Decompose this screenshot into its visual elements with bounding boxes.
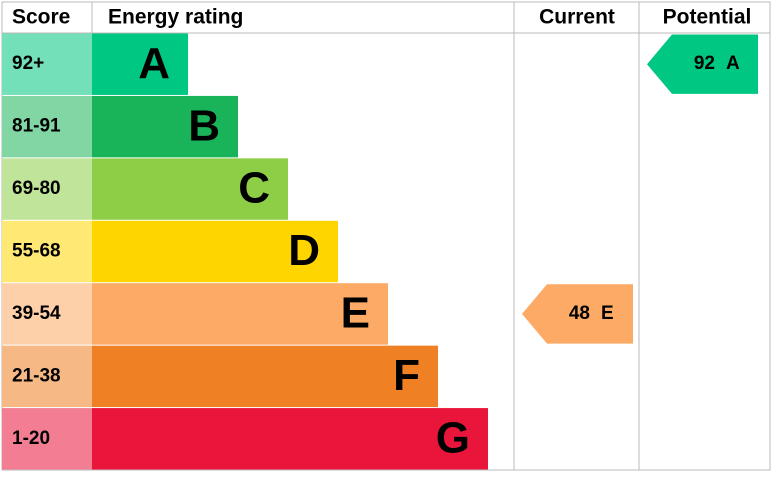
score-cell (2, 408, 92, 470)
header-score: Score (12, 6, 70, 29)
header-current: Current (539, 6, 615, 29)
score-cell (2, 283, 92, 345)
score-cell (2, 158, 92, 220)
rating-bar (92, 345, 438, 408)
score-cell (2, 220, 92, 283)
current-band: E (601, 303, 614, 324)
rating-bar (92, 408, 488, 470)
score-cell (2, 95, 92, 158)
score-range: 21-38 (12, 365, 61, 386)
score-range: 69-80 (12, 178, 61, 199)
score-range: 1-20 (12, 428, 50, 449)
header-rating: Energy rating (108, 6, 243, 29)
rating-bar (92, 33, 188, 95)
band-letter: G (436, 413, 470, 462)
potential-band: A (726, 53, 740, 74)
score-range: 55-68 (12, 241, 61, 262)
rating-bar (92, 283, 388, 345)
band-letter: E (341, 289, 370, 338)
band-letter: B (188, 101, 220, 150)
potential-value: 92 (694, 53, 715, 74)
current-value: 48 (569, 303, 590, 324)
rating-bar (92, 95, 238, 158)
band-letter: C (238, 164, 270, 213)
current-arrow (522, 284, 633, 344)
band-letter: A (138, 39, 170, 88)
rating-bar (92, 158, 288, 220)
band-letter: F (393, 351, 420, 400)
score-range: 92+ (12, 53, 44, 74)
score-range: 39-54 (12, 303, 61, 324)
header-potential: Potential (663, 6, 752, 29)
potential-arrow (647, 34, 758, 94)
rating-bar (92, 220, 338, 283)
band-letter: D (288, 226, 320, 275)
score-range: 81-91 (12, 116, 61, 137)
score-cell (2, 345, 92, 408)
score-cell (2, 33, 92, 95)
